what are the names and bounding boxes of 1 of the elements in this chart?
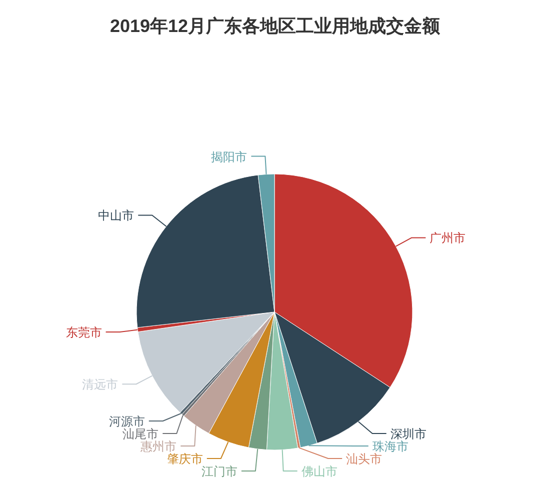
title: 2019年12月广东各地区工业用地成交金额: [110, 16, 440, 36]
